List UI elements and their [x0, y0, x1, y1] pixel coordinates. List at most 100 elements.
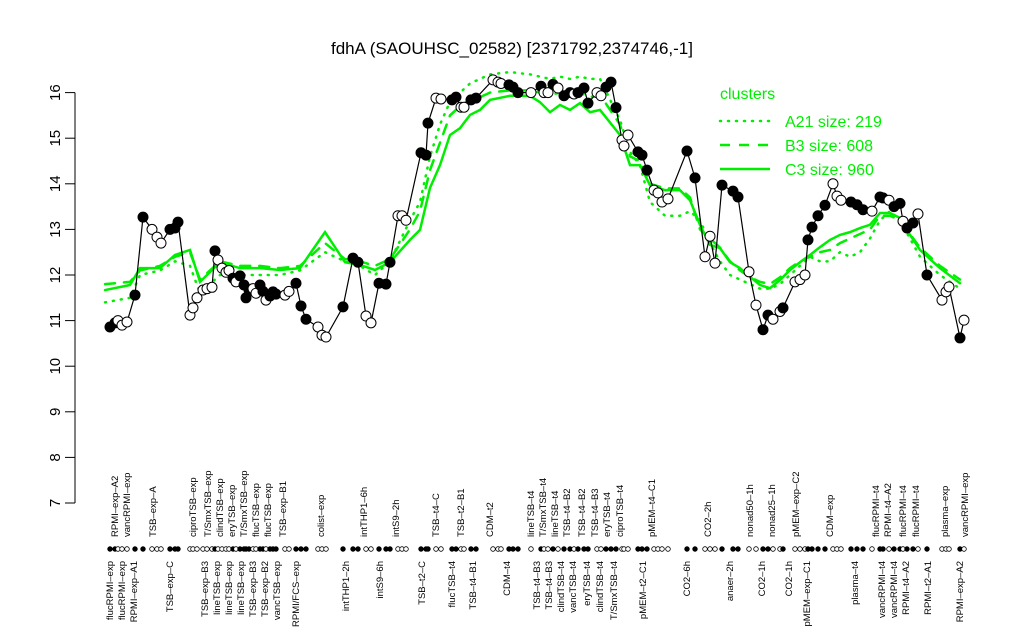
rug-mark — [498, 546, 504, 552]
x-label-top: pMEM–t4–C1 — [647, 479, 658, 537]
rug-mark — [273, 546, 279, 552]
data-point — [400, 214, 412, 226]
x-label-top: lineTSB–t4 — [550, 491, 561, 537]
x-label-top: intS9–2h — [391, 499, 402, 537]
rug-mark — [770, 546, 776, 552]
x-label-bottom: lineTSB–exp — [212, 561, 223, 615]
data-point — [542, 87, 554, 99]
rug-mark — [293, 546, 299, 552]
rug-mark — [707, 546, 713, 552]
data-point — [777, 302, 789, 314]
data-point — [137, 211, 149, 223]
rug-mark — [575, 546, 581, 552]
x-label-top: T/SmxTSB–t4 — [538, 478, 549, 537]
rug-mark — [403, 546, 409, 552]
rug-mark — [149, 546, 155, 552]
rug-mark — [613, 546, 619, 552]
data-point — [129, 289, 141, 301]
data-point — [337, 301, 349, 313]
x-label-bottom: CO2–1h — [784, 561, 795, 596]
x-label-top: TSB–exp–A — [148, 486, 159, 537]
data-point — [652, 187, 664, 199]
rug-mark — [860, 546, 866, 552]
x-label-bottom: TSB–exp–B3 — [248, 561, 259, 617]
data-point — [827, 178, 839, 190]
rug-mark — [702, 546, 708, 552]
data-point — [470, 92, 482, 104]
rug-mark — [585, 546, 591, 552]
rug-mark — [886, 546, 892, 552]
x-label-bottom: RPMI/FCS–exp — [291, 561, 302, 627]
x-label-top: colist–exp — [316, 495, 327, 537]
x-label-bottom: TSB–exp–B2 — [260, 561, 271, 617]
rug-mark — [363, 546, 369, 552]
y-tick-label: 15 — [47, 130, 64, 147]
x-label-top: flucRPMI–t4 — [898, 485, 909, 537]
data-point — [622, 129, 634, 141]
data-point — [435, 93, 447, 105]
x-label-bottom: anaer–2h — [725, 561, 736, 601]
rug-mark — [730, 546, 736, 552]
x-label-top: T/SmxTSB–exp — [239, 470, 250, 537]
data-point — [812, 210, 824, 222]
data-point — [750, 299, 762, 311]
rug-mark — [712, 546, 718, 552]
rug-mark — [753, 546, 759, 552]
data-point — [709, 257, 721, 269]
data-point — [234, 270, 246, 282]
data-point — [290, 277, 302, 289]
x-label-bottom: lineTSB–exp — [236, 561, 247, 615]
cluster-line-b3 — [103, 89, 962, 286]
rug-mark — [608, 546, 614, 552]
data-point — [716, 179, 728, 191]
rug-mark — [204, 546, 210, 552]
legend-label-b3: B3 size: 608 — [785, 138, 873, 155]
rug-mark — [510, 546, 516, 552]
data-point — [365, 317, 377, 329]
x-label-bottom: TSB–t4–B3 — [544, 561, 555, 610]
y-tick-label: 13 — [47, 221, 64, 238]
rug-mark — [719, 546, 725, 552]
x-label-bottom: flucRPMI–exp — [105, 561, 116, 620]
data-point — [146, 223, 158, 235]
x-label-bottom: TSB–t2–C — [417, 561, 428, 605]
x-label-top: CDM–t2 — [485, 502, 496, 537]
data-point — [422, 117, 434, 129]
x-label-top: flucTSB–exp — [263, 483, 274, 537]
rug-mark — [461, 546, 467, 552]
rug-mark — [765, 546, 771, 552]
rug-mark — [124, 546, 130, 552]
x-label-bottom: clindTSB–t4 — [595, 561, 606, 612]
data-point — [512, 87, 524, 99]
rug-mark — [815, 546, 821, 552]
x-label-top: pMEM–exp–C2 — [791, 472, 802, 537]
x-label-bottom: CO2–1h — [757, 561, 768, 596]
x-label-top: flucRPMI–t4 — [871, 485, 882, 537]
rug-mark — [625, 546, 631, 552]
rug-mark — [323, 546, 329, 552]
rug-mark — [561, 546, 567, 552]
rug-mark — [838, 546, 844, 552]
rug-mark — [760, 546, 766, 552]
data-point — [699, 251, 711, 263]
x-label-top: vancRPMI–exp — [960, 473, 971, 537]
data-point — [835, 194, 847, 206]
x-label-bottom: CDM–t4 — [502, 561, 513, 596]
x-label-top: TSB–t4–C — [431, 493, 442, 537]
data-point — [605, 76, 617, 88]
rug-mark — [880, 546, 886, 552]
rug-mark — [140, 546, 146, 552]
x-label-top: TSB–t2–B1 — [456, 488, 467, 537]
x-label-bottom: vancRPMI–t4 — [889, 561, 900, 618]
data-point — [866, 205, 878, 217]
data-point — [300, 313, 312, 325]
data-point — [907, 217, 919, 229]
rug-mark — [158, 546, 164, 552]
data-point — [806, 221, 818, 233]
data-point — [352, 256, 364, 268]
data-point — [894, 197, 906, 209]
x-label-bottom: TSB–t4–B1 — [468, 561, 479, 610]
data-point — [636, 149, 648, 161]
rug-mark — [473, 546, 479, 552]
